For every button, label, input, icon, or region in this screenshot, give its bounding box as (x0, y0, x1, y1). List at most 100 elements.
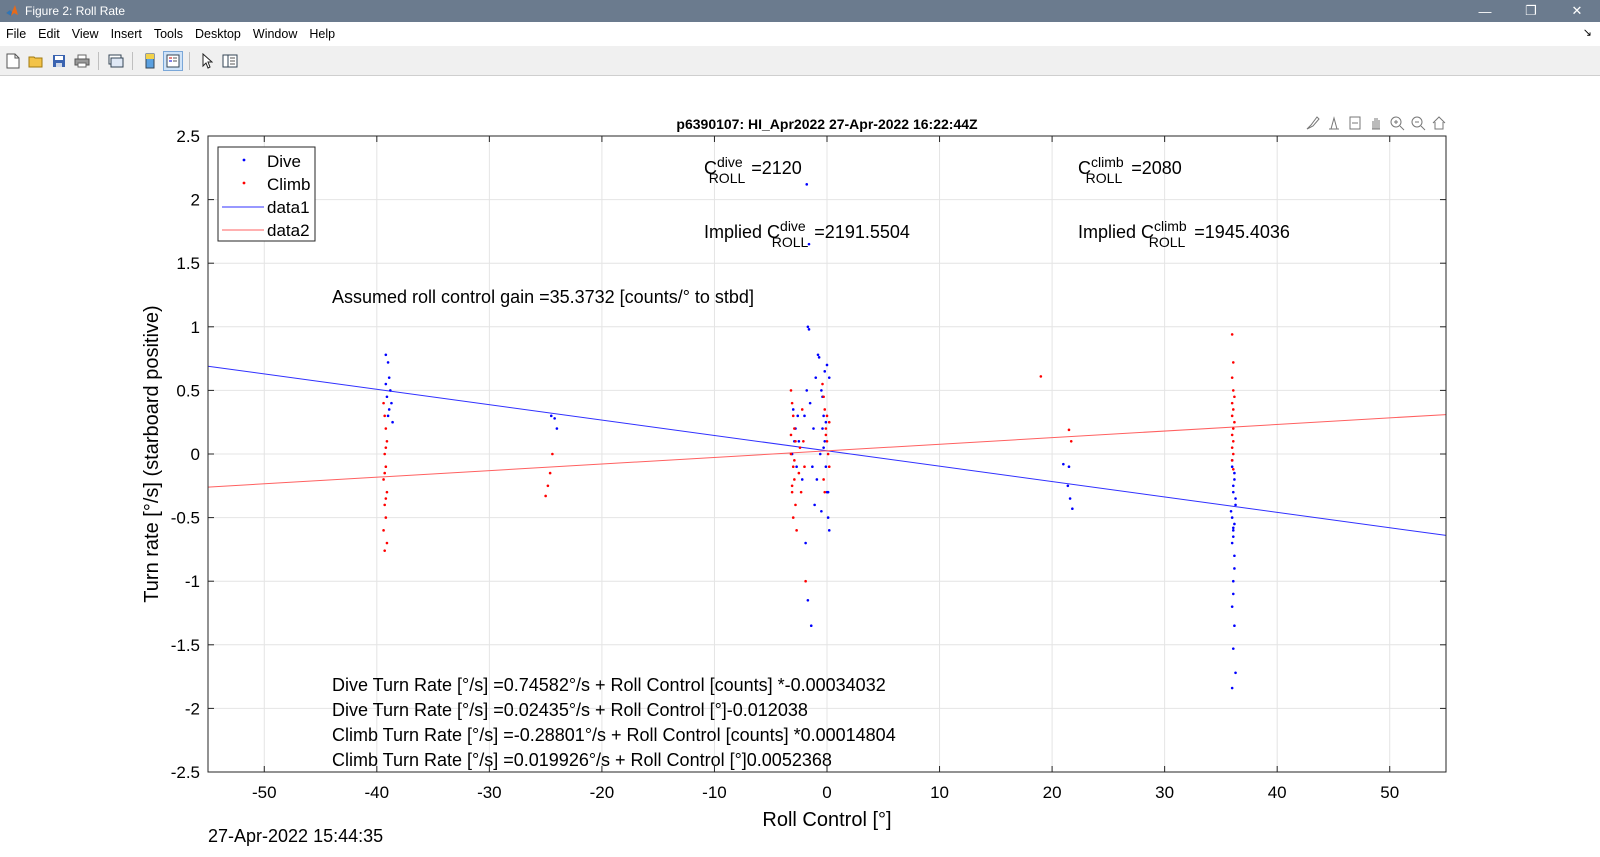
roll-rate-plot[interactable]: -50 -40 -30 -20 -10 0 10 20 30 40 50 2.521.510.50-… (0, 76, 1600, 857)
toolbar-separator (189, 51, 190, 70)
menu-window[interactable]: Window (252, 27, 298, 41)
figure-timestamp: 27-Apr-2022 15:44:35 (208, 826, 384, 846)
climb-point (1233, 395, 1236, 399)
legend[interactable]: Dive Climb data1 data2 (217, 146, 316, 242)
x-axis-label: Roll Control [°] (762, 809, 891, 831)
dive-point (1231, 592, 1235, 596)
restore-button[interactable]: ❐ (1525, 3, 1537, 18)
dive-point (384, 353, 388, 357)
climb-point (824, 427, 828, 430)
dive-point (825, 363, 829, 367)
dive-point (817, 356, 821, 359)
dock-arrow-icon[interactable]: ↘ (1582, 27, 1592, 39)
climb-point (798, 446, 802, 449)
dive-point (1234, 497, 1237, 500)
dive-point (824, 465, 828, 469)
climb-point (382, 529, 385, 532)
climb-point (544, 494, 547, 498)
climb-point (791, 465, 795, 469)
climb-point (789, 452, 793, 456)
dive-point (814, 376, 818, 379)
climb-point (790, 484, 794, 488)
legend-dive-marker (242, 158, 246, 162)
minimize-button[interactable]: — (1478, 3, 1492, 19)
dive-point (804, 541, 807, 545)
equation-climb-degrees: Climb Turn Rate [°/s] =0.019926°/s + Rol… (332, 750, 832, 770)
menu-edit[interactable]: Edit (38, 27, 60, 41)
menu-view[interactable]: View (71, 27, 99, 41)
print-icon[interactable] (72, 51, 92, 71)
data-tips-icon[interactable] (1324, 114, 1343, 132)
dive-point (791, 408, 795, 411)
fit-lines (207, 365, 1447, 536)
pan-icon[interactable] (1366, 114, 1385, 132)
dive-point (386, 414, 390, 418)
figure-toolbar (0, 46, 1600, 76)
dive-point (805, 389, 809, 392)
dive-point (805, 183, 809, 186)
home-icon[interactable] (1429, 114, 1448, 132)
climb-point (1231, 427, 1235, 430)
link-plot-icon[interactable] (106, 51, 126, 71)
zoom-in-icon[interactable] (1387, 114, 1406, 132)
dive-point (820, 389, 823, 392)
climb-point (791, 414, 795, 418)
dive-point (384, 382, 388, 386)
climb-point (827, 465, 831, 469)
climb-point (383, 503, 386, 507)
equation-climb-counts: Climb Turn Rate [°/s] =-0.28801°/s + Rol… (332, 725, 896, 745)
dive-point (1234, 671, 1237, 675)
legend-icon[interactable] (163, 50, 183, 71)
x-tick-labels: -50 -40 -30 -20 -10 0 10 20 30 40 50 (252, 783, 1399, 802)
climb-point (551, 452, 554, 456)
close-button[interactable]: ✕ (1571, 3, 1583, 18)
x-tick-label: 30 (1155, 783, 1174, 802)
climb-point (822, 478, 825, 481)
brush-icon[interactable] (1303, 114, 1322, 132)
climb-point (383, 549, 386, 552)
property-inspector-icon[interactable] (220, 51, 240, 71)
climb-point (804, 579, 807, 583)
dive-point (1231, 579, 1235, 583)
climb-point (827, 420, 831, 424)
menu-help[interactable]: Help (309, 27, 336, 41)
y-tick-label: 1.5 (176, 254, 200, 273)
dive-point (386, 361, 390, 364)
climb-point (1230, 333, 1234, 336)
climb-point (790, 490, 794, 494)
dive-point (1230, 541, 1234, 545)
c-climb-annotation: Cclimb ROLL =2080 (1078, 154, 1182, 186)
toolbar-separator (132, 51, 133, 70)
toolbar-separator (98, 51, 99, 70)
export-icon[interactable] (1345, 114, 1364, 132)
y-tick-labels: 2.5 2 1.5 1 0.5 0 -0.5 -1 -1.5 -2 -2.5 (171, 127, 200, 782)
menu-file[interactable]: File (6, 27, 27, 41)
menu-tools[interactable]: Tools (153, 27, 184, 41)
dive-point (1233, 567, 1236, 570)
dive-point (803, 414, 806, 418)
climb-point (791, 516, 795, 519)
menu-desktop[interactable]: Desktop (195, 27, 241, 41)
climb-point (824, 433, 828, 437)
pointer-icon[interactable] (197, 51, 217, 71)
y-axis-label: Turn rate [°/s] (starboard positive) (141, 305, 163, 602)
new-figure-icon[interactable] (3, 51, 23, 71)
dive-point (1233, 471, 1236, 475)
open-file-icon[interactable] (26, 51, 46, 71)
dive-point (390, 401, 393, 405)
dive-point (812, 427, 815, 430)
climb-point (1231, 389, 1235, 392)
colorbar-icon[interactable] (140, 51, 160, 71)
zoom-out-icon[interactable] (1408, 114, 1427, 132)
dive-point (1231, 490, 1235, 494)
dive-point (1231, 526, 1235, 530)
climb-point (790, 401, 794, 405)
save-icon[interactable] (49, 51, 69, 71)
climb-point (823, 490, 827, 494)
climb-point (1231, 452, 1235, 456)
dive-point (807, 242, 811, 246)
climb-point (1233, 420, 1236, 424)
dive-point (823, 439, 827, 443)
climb-point (383, 452, 386, 456)
menu-insert[interactable]: Insert (110, 27, 142, 41)
